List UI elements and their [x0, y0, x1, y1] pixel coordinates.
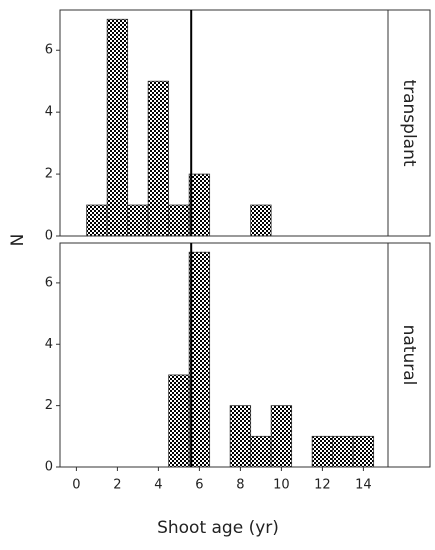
x-tick-label: 10 [273, 478, 290, 493]
facet-label: transplant [399, 79, 419, 166]
facet-strip [387, 9, 431, 237]
x-tick-label: 4 [154, 478, 162, 493]
x-tick-label: 12 [314, 478, 331, 493]
y-axis-label: N [8, 234, 28, 247]
bar [127, 204, 149, 237]
bar [188, 173, 211, 237]
y-tick-label: 0 [45, 229, 53, 244]
x-tick-label: 6 [195, 478, 203, 493]
bar [311, 435, 334, 468]
bar [106, 18, 129, 237]
bar [352, 435, 375, 468]
bar [250, 435, 272, 468]
y-tick-label: 4 [45, 105, 53, 120]
x-tick-label: 2 [113, 478, 121, 493]
bar [188, 251, 211, 468]
y-tick-label: 6 [45, 43, 53, 58]
facet-label: natural [399, 325, 419, 386]
bar [229, 405, 252, 468]
y-tick-label: 6 [45, 275, 53, 290]
bar [168, 374, 190, 468]
x-tick-label: 14 [355, 478, 372, 493]
y-tick-label: 2 [45, 167, 53, 182]
facet-strip [387, 242, 431, 468]
bar [168, 204, 190, 237]
y-tick-label: 4 [45, 337, 53, 352]
bar [147, 80, 170, 237]
bar [86, 204, 108, 237]
x-axis-label: Shoot age (yr) [157, 518, 279, 538]
y-tick-label: 0 [45, 460, 53, 475]
x-tick-label: 0 [72, 478, 80, 493]
bar [270, 405, 293, 468]
y-tick-label: 2 [45, 398, 53, 413]
bar [250, 204, 272, 237]
bar [332, 435, 354, 468]
panel [60, 243, 388, 467]
x-tick-label: 8 [236, 478, 244, 493]
